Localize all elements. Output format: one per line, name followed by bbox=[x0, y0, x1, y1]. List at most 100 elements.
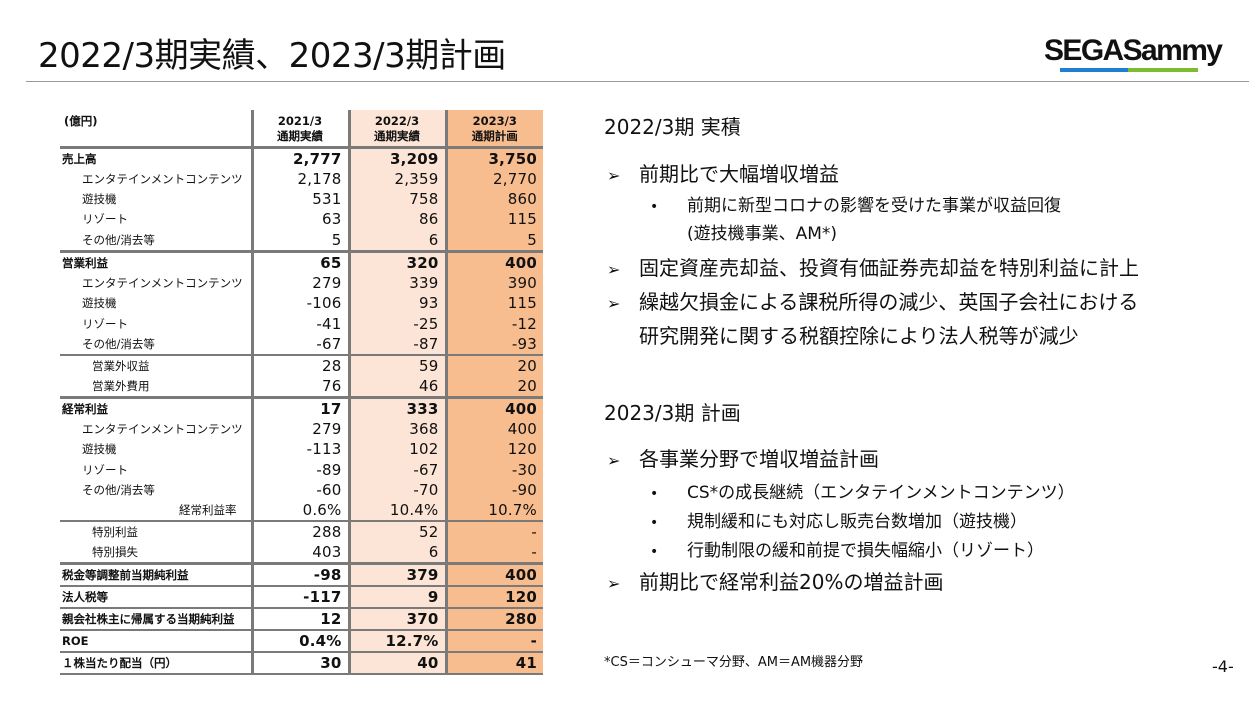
cell-2023: 400 bbox=[444, 562, 543, 587]
results-sub-bullet: • 前期に新型コロナの影響を受けた事業が収益回復 bbox=[650, 191, 1061, 216]
arrow-bullet-icon: ➢ bbox=[607, 260, 621, 279]
cell-2023: 115 bbox=[444, 209, 543, 230]
cell-2023: 860 bbox=[444, 188, 543, 210]
cell-2021: 65 bbox=[250, 249, 349, 273]
cell-2023: - bbox=[444, 520, 543, 543]
cell-2023: 2,770 bbox=[444, 168, 543, 189]
bullet-text: 繰越欠損金による課税所得の減少、英国子会社における bbox=[639, 290, 1139, 314]
cell-2022: 333 bbox=[347, 395, 446, 419]
table-row: その他/消去等 5 6 5 bbox=[60, 229, 543, 252]
table-row-net-income: 親会社株主に帰属する当期純利益 12 370 280 bbox=[60, 607, 543, 631]
row-label: 税金等調整前当期純利益 bbox=[60, 562, 252, 587]
table-row-roe: ROE 0.4% 12.7% - bbox=[60, 629, 543, 653]
cell-2023: 20 bbox=[444, 353, 543, 376]
cell-2022: 40 bbox=[347, 651, 446, 676]
plan-bullet: ➢ 前期比で経常利益20%の増益計画 bbox=[607, 566, 943, 595]
cell-2022: 2,359 bbox=[347, 168, 446, 189]
table-row-non-operating-income: 営業外収益 28 59 20 bbox=[60, 353, 543, 376]
dot-bullet-icon: • bbox=[650, 486, 659, 502]
cell-2021: -106 bbox=[250, 293, 349, 314]
column-year: 2021/3 bbox=[277, 114, 323, 128]
logo-blue-bar bbox=[1060, 68, 1128, 72]
plan-sub-bullet: • 行動制限の緩和前提で損失幅縮小（リゾート） bbox=[650, 536, 1044, 561]
row-label: エンタテインメントコンテンツ bbox=[82, 171, 243, 186]
table-row-ordinary-income: 経常利益 17 333 400 bbox=[60, 395, 543, 419]
cell-2021: 403 bbox=[250, 542, 349, 564]
cell-2021: -41 bbox=[250, 313, 349, 334]
cell-2021: 531 bbox=[250, 188, 349, 210]
cell-2023: 120 bbox=[444, 439, 543, 460]
cell-2021: 12 bbox=[250, 607, 349, 631]
cell-2021: -60 bbox=[250, 480, 349, 501]
row-label: 特別損失 bbox=[92, 545, 138, 560]
cell-2022: 10.4% bbox=[347, 500, 446, 522]
cell-2021: 0.6% bbox=[250, 500, 349, 522]
row-label: 親会社株主に帰属する当期純利益 bbox=[60, 607, 252, 631]
cell-2021: -113 bbox=[250, 439, 349, 460]
plan-sub-bullet: • 規制緩和にも対応し販売台数増加（遊技機） bbox=[650, 507, 1027, 532]
row-label: その他/消去等 bbox=[82, 483, 155, 498]
financial-table: (億円) 2021/3 通期実績 2022/3 通期実績 2023/3 通期計画… bbox=[60, 110, 543, 676]
title-divider bbox=[26, 81, 1249, 82]
cell-2021: 5 bbox=[250, 229, 349, 252]
table-row-non-operating-expenses: 営業外費用 76 46 20 bbox=[60, 375, 543, 398]
cell-2022: -25 bbox=[347, 313, 446, 334]
cell-2023: 41 bbox=[444, 651, 543, 676]
table-row-net-sales: 売上高 2,777 3,209 3,750 bbox=[60, 147, 543, 169]
cell-2023: -12 bbox=[444, 313, 543, 334]
cell-2022: 6 bbox=[347, 229, 446, 252]
table-row: エンタテインメントコンテンツ 279 339 390 bbox=[60, 272, 543, 294]
footnote: *CS＝コンシューマ分野、AM＝AM機器分野 bbox=[604, 655, 864, 670]
arrow-bullet-icon: ➢ bbox=[607, 574, 621, 593]
table-row: その他/消去等 -60 -70 -90 bbox=[60, 480, 543, 501]
cell-2023: -93 bbox=[444, 333, 543, 355]
dot-bullet-icon: • bbox=[650, 544, 659, 560]
unit-label: (億円) bbox=[60, 110, 252, 149]
slide-title: 2022/3期実績、2023/3期計画 bbox=[38, 36, 506, 76]
cell-2021: 0.4% bbox=[250, 629, 349, 653]
row-label: 経常利益率 bbox=[179, 503, 237, 518]
results-bullet: ➢ 前期比で大幅増収増益 bbox=[607, 158, 839, 187]
table-row: エンタテインメントコンテンツ 2,178 2,359 2,770 bbox=[60, 168, 543, 189]
cell-2022: 93 bbox=[347, 293, 446, 314]
cell-2023: -90 bbox=[444, 480, 543, 501]
results-bullet: ➢ 繰越欠損金による課税所得の減少、英国子会社における bbox=[607, 286, 1138, 315]
row-label: 営業外費用 bbox=[92, 378, 150, 393]
cell-2021: -89 bbox=[250, 459, 349, 481]
cell-2021: 17 bbox=[250, 395, 349, 419]
cell-2022: -70 bbox=[347, 480, 446, 501]
row-label: 法人税等 bbox=[60, 585, 252, 609]
cell-2021: 30 bbox=[250, 651, 349, 676]
cell-2023: 400 bbox=[444, 395, 543, 419]
arrow-bullet-icon: ➢ bbox=[607, 451, 621, 470]
table-row: リゾート 63 86 115 bbox=[60, 209, 543, 230]
bullet-text: 前期比で大幅増収増益 bbox=[639, 162, 839, 186]
table-row: リゾート -41 -25 -12 bbox=[60, 313, 543, 334]
cell-2022: 52 bbox=[347, 520, 446, 543]
column-label: 通期計画 bbox=[471, 129, 518, 143]
sega-sammy-logo: SEGASammy bbox=[1044, 34, 1223, 76]
row-label: その他/消去等 bbox=[82, 336, 155, 351]
plan-sub-bullet: • CS*の成長継続（エンタテインメントコンテンツ） bbox=[650, 478, 1075, 503]
column-header-2021: 2021/3 通期実績 bbox=[250, 110, 349, 149]
cell-2021: 76 bbox=[250, 375, 349, 398]
sub-bullet-continuation: (遊技機事業、AM*) bbox=[687, 224, 838, 244]
cell-2023: 120 bbox=[444, 585, 543, 609]
cell-2021: 63 bbox=[250, 209, 349, 230]
sub-bullet-text: 規制緩和にも対応し販売台数増加（遊技機） bbox=[687, 512, 1027, 532]
cell-2021: 279 bbox=[250, 418, 349, 440]
arrow-bullet-icon: ➢ bbox=[607, 166, 621, 185]
table-row-ordinary-margin: 経常利益率 0.6% 10.4% 10.7% bbox=[60, 500, 543, 522]
cell-2022: 3,209 bbox=[347, 147, 446, 169]
table-row: その他/消去等 -67 -87 -93 bbox=[60, 333, 543, 355]
row-label: 遊技機 bbox=[82, 296, 117, 311]
table-row-extraordinary-loss: 特別損失 403 6 - bbox=[60, 542, 543, 564]
page-number: -4- bbox=[1212, 657, 1234, 676]
sub-bullet-text: CS*の成長継続（エンタテインメントコンテンツ） bbox=[687, 483, 1075, 503]
row-label: 遊技機 bbox=[82, 192, 117, 207]
cell-2022: 368 bbox=[347, 418, 446, 440]
row-label: 経常利益 bbox=[60, 395, 252, 419]
cell-2023: 20 bbox=[444, 375, 543, 398]
cell-2022: -67 bbox=[347, 459, 446, 481]
cell-2022: 339 bbox=[347, 272, 446, 294]
